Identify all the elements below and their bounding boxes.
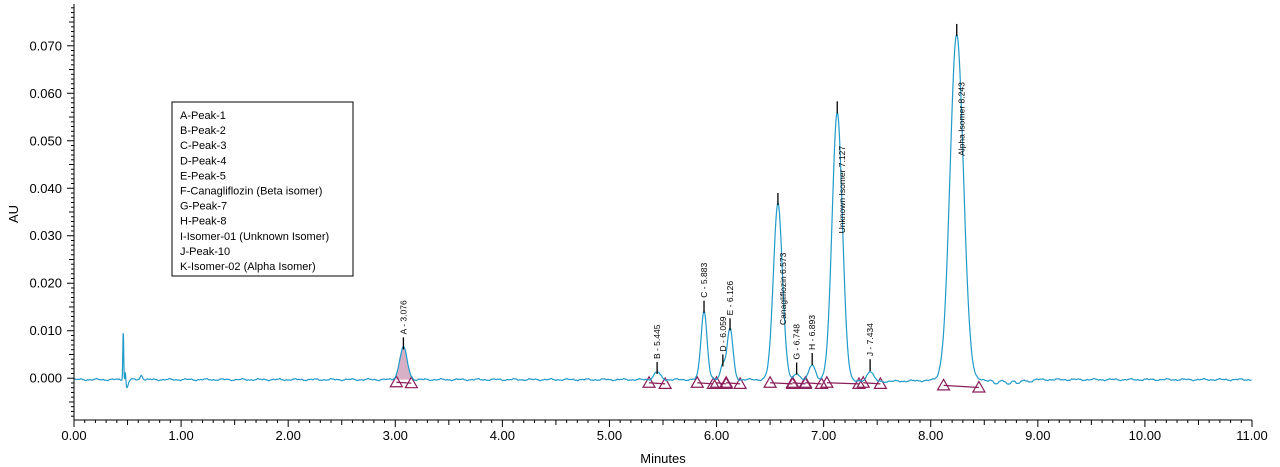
- peak-label: H - 6.893: [807, 315, 817, 350]
- integration-baseline: [826, 382, 859, 385]
- peak-start-marker: [856, 375, 871, 388]
- y-axis-title: AU: [6, 205, 21, 223]
- peak-label: B - 5.445: [652, 324, 662, 359]
- legend-item: J-Peak-10: [180, 246, 230, 258]
- peak-a-area: [396, 346, 412, 380]
- x-tick-label: 4.00: [490, 428, 515, 443]
- axes: 0.00 1.00 2.00 3.00 4.00 5.00 6.00 7.00 8.00 9.00…: [29, 4, 1268, 443]
- y-tick-label: 0.000: [29, 371, 62, 386]
- integration-baseline: [726, 382, 741, 385]
- legend-item: G-Peak-7: [180, 201, 227, 213]
- legend-item: D-Peak-4: [180, 155, 226, 167]
- legend-item: B-Peak-2: [180, 125, 226, 137]
- peak-label: Canagliflozin 6.573: [778, 252, 788, 325]
- x-tick-label: 1.00: [168, 428, 193, 443]
- integration-baseline: [943, 384, 979, 389]
- x-tick-label: 10.00: [1129, 428, 1162, 443]
- peak-label: J - 7.434: [865, 323, 875, 356]
- peak-start-marker: [798, 375, 813, 388]
- peak-start-marker: [389, 375, 404, 388]
- chromatogram-trace: [73, 33, 1252, 389]
- y-tick-label: 0.070: [29, 38, 62, 53]
- peak-end-marker: [733, 376, 748, 390]
- x-tick-label: 3.00: [383, 428, 408, 443]
- peak-end-marker: [404, 375, 419, 389]
- integration-baseline: [792, 382, 806, 385]
- integration-baseline: [396, 381, 412, 384]
- peak-label: C - 5.883: [699, 263, 709, 298]
- peak-end-marker: [851, 376, 867, 390]
- legend-item: H-Peak-8: [180, 216, 226, 228]
- legend-box: [171, 101, 354, 277]
- x-axis-title: Minutes: [640, 451, 686, 466]
- peak-label: A - 3.076: [398, 300, 408, 334]
- legend: A-Peak-1 B-Peak-2 C-Peak-3 D-Peak-4 E-Peak-5…: [171, 101, 354, 277]
- y-tick-label: 0.050: [29, 133, 62, 148]
- peak-start-marker: [936, 378, 951, 391]
- peak-end-marker: [814, 376, 829, 390]
- y-tick-label: 0.010: [29, 323, 62, 338]
- y-tick-label: 0.060: [29, 86, 62, 101]
- peak-label: Unknown Isomer 7.127: [837, 146, 847, 234]
- peak-start-marker: [785, 375, 800, 388]
- legend-item: A-Peak-1: [180, 110, 226, 122]
- legend-item: F-Canagliflozin (Beta isomer): [180, 186, 322, 198]
- x-tick-label: 6.00: [704, 428, 729, 443]
- peak-start-marker: [642, 375, 657, 388]
- legend-item: E-Peak-5: [180, 170, 226, 182]
- x-tick-label: 7.00: [811, 428, 836, 443]
- legend-item: C-Peak-3: [180, 140, 226, 152]
- peak-end-marker: [706, 376, 721, 390]
- x-tick-label: 8.00: [918, 428, 943, 443]
- x-tick-label: 9.00: [1025, 428, 1050, 443]
- y-tick-label: 0.030: [29, 228, 62, 243]
- x-tick-label: 5.00: [597, 428, 622, 443]
- legend-item: K-Isomer-02 (Alpha Isomer): [180, 261, 316, 273]
- peak-start-marker: [709, 375, 724, 388]
- peak-start-marker: [690, 375, 705, 388]
- integration-layer: [389, 346, 986, 393]
- y-tick-label: 0.040: [29, 181, 62, 196]
- x-tick-label: 11.00: [1236, 428, 1268, 443]
- x-tick-label: 0.00: [61, 428, 86, 443]
- legend-item: I-Isomer-01 (Unknown Isomer): [180, 231, 329, 243]
- peak-end-marker: [658, 376, 673, 390]
- peak-end-marker: [873, 376, 888, 390]
- peak-start-marker: [719, 375, 734, 388]
- integration-baseline: [716, 382, 727, 385]
- peak-label: Alpha Isomer 8.243: [957, 82, 967, 156]
- peak-start-marker: [763, 375, 778, 388]
- peak-label: D - 6.059: [718, 316, 728, 351]
- peak-start-marker: [819, 375, 834, 388]
- peak-label: E - 6.126: [725, 281, 735, 316]
- peak-label: G - 6.748: [792, 324, 802, 360]
- y-tick-label: 0.020: [29, 276, 62, 291]
- peak-end-marker: [971, 380, 986, 393]
- x-tick-label: 2.00: [276, 428, 301, 443]
